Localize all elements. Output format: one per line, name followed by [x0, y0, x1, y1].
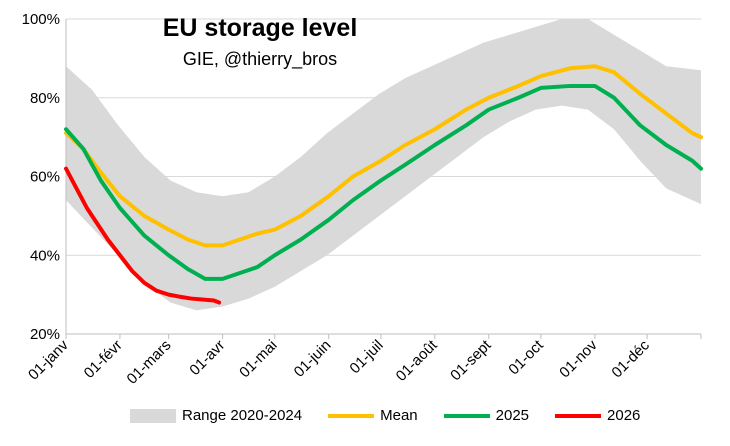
y-tick-label-80pct: 80% — [30, 90, 60, 107]
x-tick-label-1: 01-févr — [81, 337, 126, 382]
legend-swatch-range — [130, 408, 176, 423]
series-line-mean — [64, 64, 703, 248]
x-tick-label-6: 01-juil — [346, 337, 386, 377]
chart-subtitle: GIE, @thierry_bros — [182, 49, 338, 69]
x-tick-label-10: 01-nov — [556, 336, 601, 381]
y-tick-label-100pct: 100% — [22, 11, 60, 28]
legend-label-range: Range 2020-2024 — [182, 407, 303, 424]
x-tick-label-7: 01-août — [393, 336, 442, 385]
x-tick-label-4: 01-mai — [236, 337, 280, 381]
legend-swatch-2026 — [555, 413, 602, 418]
legend-label-mean: Mean — [380, 407, 418, 424]
legend-swatch-2025 — [443, 413, 490, 418]
x-tick-label-9: 01-oct — [505, 336, 547, 378]
x-tick-label-8: 01-sept — [447, 336, 495, 384]
x-tick-label-11: 01-déc — [608, 336, 653, 381]
y-tick-label-20pct: 20% — [30, 326, 60, 343]
series-line-2025 — [64, 83, 703, 281]
x-tick-label-5: 01-juin — [291, 337, 335, 381]
title-block: EU storage level GIE, @thierry_bros — [150, 14, 370, 70]
legend-label-2025: 2025 — [495, 407, 530, 424]
range-band — [66, 19, 701, 311]
legend: Range 2020-2024 Mean 2025 2026 — [130, 407, 666, 424]
x-tick-label-0: 01-janv — [25, 336, 72, 383]
series-line-2026 — [64, 166, 222, 305]
legend-item-2025: 2025 — [443, 407, 530, 424]
y-tick-label-60pct: 60% — [30, 169, 60, 186]
legend-swatch-mean — [328, 413, 375, 418]
legend-label-2026: 2026 — [607, 407, 641, 424]
x-tick-label-2: 01-mars — [124, 337, 175, 388]
legend-item-2026: 2026 — [555, 407, 640, 424]
y-tick-label-40pct: 40% — [30, 247, 60, 264]
x-tick-label-3: 01-avr — [186, 337, 228, 379]
chart-title: EU storage level — [162, 14, 358, 42]
legend-item-range: Range 2020-2024 — [130, 407, 302, 424]
legend-item-mean: Mean — [328, 407, 418, 424]
